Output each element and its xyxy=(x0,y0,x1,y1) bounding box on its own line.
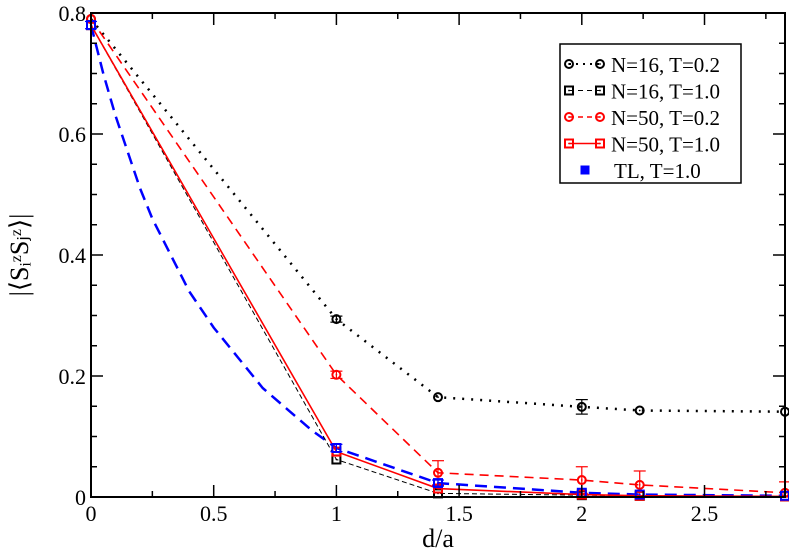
legend-marker-center xyxy=(568,89,570,92)
legend-entry: N=16, T=1.0 xyxy=(564,80,720,104)
data-point-center xyxy=(437,482,439,484)
data-point xyxy=(576,401,587,412)
legend-entry: TL, T=1.0 xyxy=(580,159,701,183)
legend-label: TL, T=1.0 xyxy=(614,159,701,183)
legend-marker xyxy=(564,59,574,69)
series-line xyxy=(90,18,786,494)
x-tick-label: 0 xyxy=(86,501,97,526)
legend-label: N=16, T=0.2 xyxy=(611,53,720,77)
y-tick-label: 0.6 xyxy=(59,122,87,147)
legend-marker xyxy=(595,85,605,96)
x-tick-label: 0.5 xyxy=(200,501,228,526)
data-point xyxy=(331,314,342,325)
x-axis-label: d/a xyxy=(422,524,454,552)
axis-ticks: 0 0.5 1 1.5 2 2.5 0 0.2 0.4 0.6 0.8 xyxy=(59,1,785,526)
data-point-center xyxy=(335,373,338,376)
data-point xyxy=(433,392,443,403)
series-line xyxy=(90,24,786,498)
legend-marker xyxy=(564,112,574,122)
legend-marker xyxy=(595,59,605,69)
data-point-center xyxy=(335,318,338,321)
legend-box xyxy=(559,43,742,184)
data-point xyxy=(433,478,443,489)
data-point xyxy=(433,467,443,478)
x-tick-label: 1 xyxy=(331,501,342,526)
y-tick-label: 0.4 xyxy=(59,243,87,268)
legend-marker xyxy=(564,85,574,96)
data-point-center xyxy=(638,409,641,412)
x-tick-label: 2.5 xyxy=(691,501,719,526)
y-axis-label: |⟨SᵢᶻSⱼᶻ⟩| xyxy=(5,214,34,297)
legend-marker-center xyxy=(599,142,601,145)
legend-entry: N=50, T=0.2 xyxy=(564,106,720,130)
legend-marker-center xyxy=(568,116,570,118)
y-tick-label: 0 xyxy=(75,485,86,510)
data-point xyxy=(331,442,342,453)
data-point-center xyxy=(638,493,641,496)
data-point-center xyxy=(437,396,439,399)
data-point-center xyxy=(638,484,641,486)
data-point xyxy=(576,475,587,486)
y-tick-label: 0.2 xyxy=(59,364,87,389)
legend-marker xyxy=(595,112,605,122)
legend-entry: N=50, T=1.0 xyxy=(564,133,720,157)
x-tick-label: 2 xyxy=(576,501,587,526)
x-tick-label: 1.5 xyxy=(445,501,473,526)
legend-marker-center xyxy=(568,63,570,65)
legend-label: N=16, T=1.0 xyxy=(611,80,720,104)
legend-marker xyxy=(595,138,605,149)
plot-area xyxy=(85,14,789,502)
legend-label: N=50, T=0.2 xyxy=(611,106,720,130)
y-tick-label: 0.8 xyxy=(59,1,87,26)
data-point-center xyxy=(580,479,583,481)
data-point-center xyxy=(335,458,338,461)
legend-marker-center xyxy=(599,89,601,92)
data-point-center xyxy=(437,471,439,474)
data-point-center xyxy=(580,405,583,408)
legend-label: N=50, T=1.0 xyxy=(611,133,720,157)
data-point xyxy=(634,479,645,490)
data-point xyxy=(634,405,645,416)
data-point xyxy=(331,369,342,380)
legend-marker-center xyxy=(599,116,601,118)
legend: N=16, T=0.2 N=16, T=1.0N=50, T=0.2 N=50, T… xyxy=(559,43,742,184)
legend-marker-center xyxy=(568,142,570,145)
legend-marker xyxy=(580,165,590,175)
legend-marker xyxy=(564,138,574,149)
data-point-center xyxy=(335,447,338,449)
legend-marker-center xyxy=(599,63,601,65)
series-line-tl-curve xyxy=(89,24,786,498)
legend-entry: N=16, T=0.2 xyxy=(564,53,720,77)
